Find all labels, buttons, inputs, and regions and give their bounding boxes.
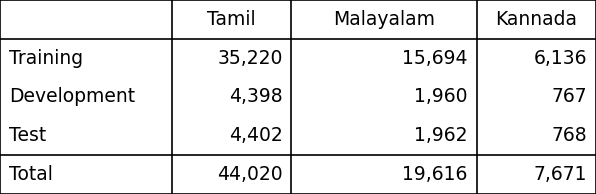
Text: 768: 768: [551, 126, 587, 145]
Text: 15,694: 15,694: [402, 49, 468, 68]
Text: 35,220: 35,220: [217, 49, 283, 68]
Text: Malayalam: Malayalam: [333, 10, 435, 29]
Text: 7,671: 7,671: [533, 165, 587, 184]
Text: 6,136: 6,136: [533, 49, 587, 68]
Text: Training: Training: [9, 49, 83, 68]
Text: Kannada: Kannada: [495, 10, 578, 29]
Text: Total: Total: [9, 165, 53, 184]
Text: Tamil: Tamil: [207, 10, 256, 29]
Text: Test: Test: [9, 126, 46, 145]
Text: 767: 767: [551, 87, 587, 107]
Text: 19,616: 19,616: [402, 165, 468, 184]
Text: 4,402: 4,402: [229, 126, 283, 145]
Text: Development: Development: [9, 87, 135, 107]
Text: 4,398: 4,398: [229, 87, 283, 107]
Text: 1,962: 1,962: [414, 126, 468, 145]
Text: 1,960: 1,960: [414, 87, 468, 107]
Text: 44,020: 44,020: [217, 165, 283, 184]
